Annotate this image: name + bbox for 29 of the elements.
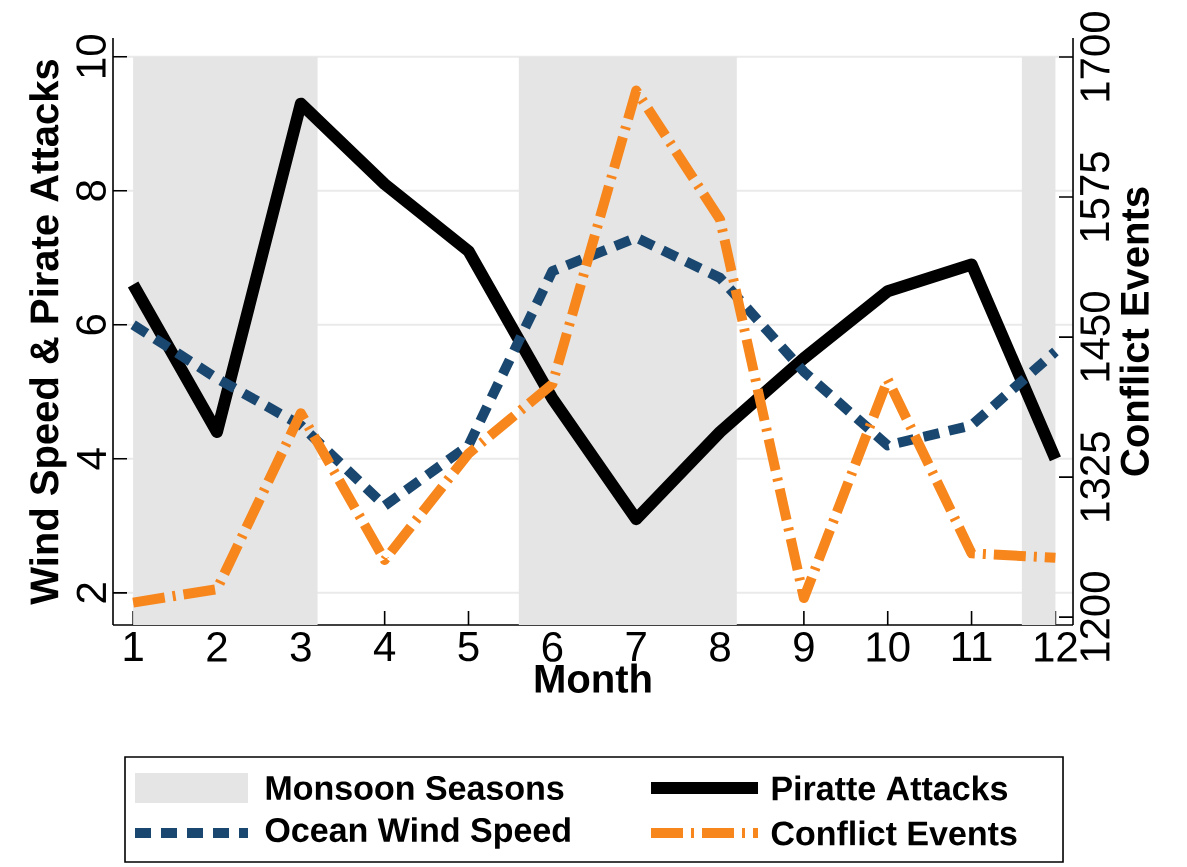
x-tick-label: 11 xyxy=(952,632,992,661)
y-tick-label: 2 xyxy=(76,583,106,603)
x-tick-label: 5 xyxy=(458,632,479,662)
y2-tick-label: 1325 xyxy=(1080,432,1110,521)
x-tick-label: 4 xyxy=(373,632,396,661)
x-tick-label: 2 xyxy=(207,632,227,662)
x-axis-title: Month xyxy=(535,663,651,693)
y-tick-label: 8 xyxy=(76,180,106,201)
y2-tick-label: 1700 xyxy=(1080,11,1110,101)
x-tick-label: 6 xyxy=(542,632,563,662)
x-tick-label: 1 xyxy=(124,632,143,661)
y2-axis-title: Conflict Events xyxy=(1119,187,1149,476)
x-tick-label: 7 xyxy=(626,632,646,661)
y2-tick-label: 1450 xyxy=(1080,292,1110,381)
y-tick-label: 4 xyxy=(77,448,106,470)
legend-label: Piratte Attacks xyxy=(772,775,1008,801)
x-tick-label: 10 xyxy=(867,632,910,662)
legend-label: Ocean Wind Speed xyxy=(265,817,570,849)
x-tick-label: 8 xyxy=(710,632,730,662)
y-tick-label: 6 xyxy=(76,314,106,335)
y-tick-label: 10 xyxy=(76,35,106,77)
legend-label: Monsoon Seasons xyxy=(266,775,564,801)
y-axis-title: Wind Speed & Pirate Attacks xyxy=(29,59,67,605)
y2-tick-label: 1200 xyxy=(1080,572,1110,661)
legend-label: Conflict Events xyxy=(771,820,1017,846)
x-tick-label: 3 xyxy=(290,632,311,662)
y2-tick-label: 1575 xyxy=(1080,152,1110,241)
x-tick-label: 12 xyxy=(1035,632,1077,662)
x-tick-label: 9 xyxy=(794,632,814,662)
